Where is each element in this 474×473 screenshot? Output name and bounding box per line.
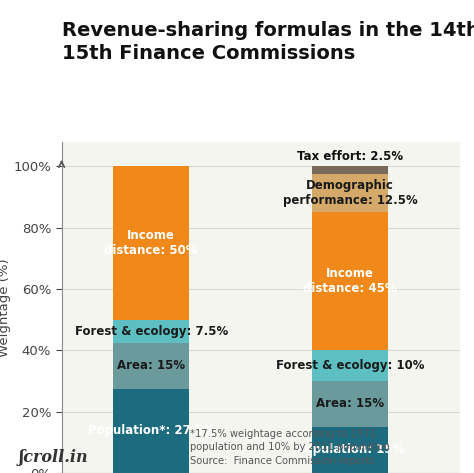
Bar [312, 350, 388, 381]
Bar [312, 427, 388, 473]
Text: Income
distance: 50%: Income distance: 50% [104, 229, 198, 257]
Text: *17.5% weightage according to 1971
population and 10% by 2011 population
Source:: *17.5% weightage according to 1971 popul… [190, 429, 390, 466]
Text: Area: 15%: Area: 15% [117, 359, 185, 372]
Text: Population: 15%: Population: 15% [296, 444, 404, 456]
Bar [113, 342, 189, 389]
Text: Revenue-sharing formulas in the 14th and
15th Finance Commissions: Revenue-sharing formulas in the 14th and… [62, 20, 474, 63]
Bar [113, 166, 189, 320]
Bar [312, 166, 388, 174]
Text: Tax effort: 2.5%: Tax effort: 2.5% [297, 149, 403, 163]
Text: Income
distance: 45%: Income distance: 45% [303, 267, 397, 295]
Text: Forest & ecology: 10%: Forest & ecology: 10% [276, 359, 425, 372]
Bar [312, 212, 388, 350]
Text: Forest & ecology: 7.5%: Forest & ecology: 7.5% [74, 324, 228, 338]
Text: Population*: 27.5%: Population*: 27.5% [88, 424, 215, 438]
Bar [312, 174, 388, 212]
Text: Demographic
performance: 12.5%: Demographic performance: 12.5% [283, 179, 418, 207]
Bar [312, 381, 388, 427]
Y-axis label: Weightage (%): Weightage (%) [0, 258, 10, 357]
Bar [113, 320, 189, 342]
Bar [113, 389, 189, 473]
Text: Area: 15%: Area: 15% [316, 397, 384, 411]
Text: ʃcroll.in: ʃcroll.in [19, 449, 89, 466]
